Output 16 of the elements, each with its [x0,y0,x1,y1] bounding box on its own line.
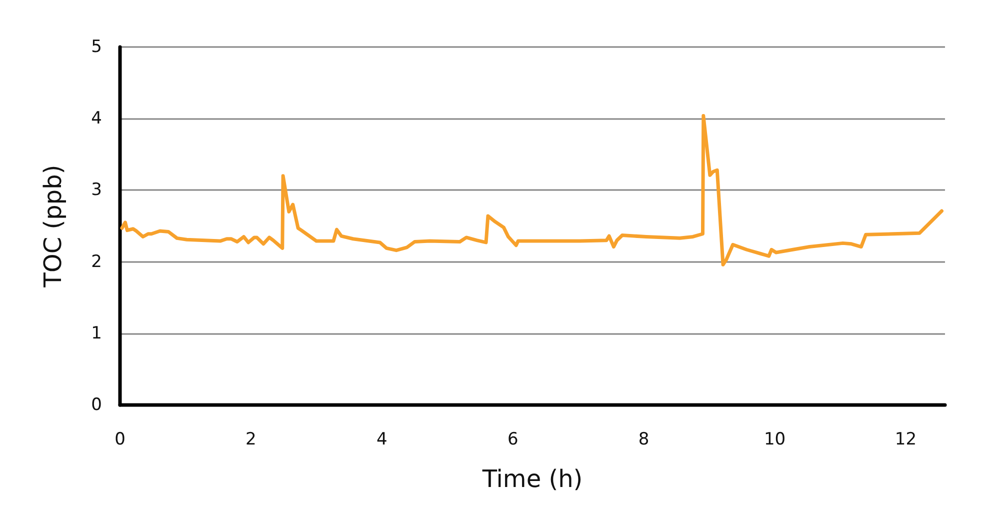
y-tick-label: 1 [91,323,102,344]
x-tick-label: 4 [376,430,388,450]
y-tick-label: 2 [91,252,102,272]
x-axis-title: Time (h) [481,465,583,493]
y-axis-title: TOC (ppb) [39,164,67,288]
line-series [120,114,944,266]
x-tick-label: 6 [507,430,518,450]
y-tick-label: 5 [91,37,102,57]
x-tick-label: 0 [114,430,126,450]
x-tick-label: 12 [894,430,917,450]
y-tick-label: 0 [91,395,102,415]
x-tick-label: 10 [764,430,786,450]
x-tick-label: 8 [638,430,650,450]
y-tick-label: 4 [91,108,102,129]
y-tick-label: 3 [91,180,102,200]
x-tick-label: 2 [246,430,256,450]
